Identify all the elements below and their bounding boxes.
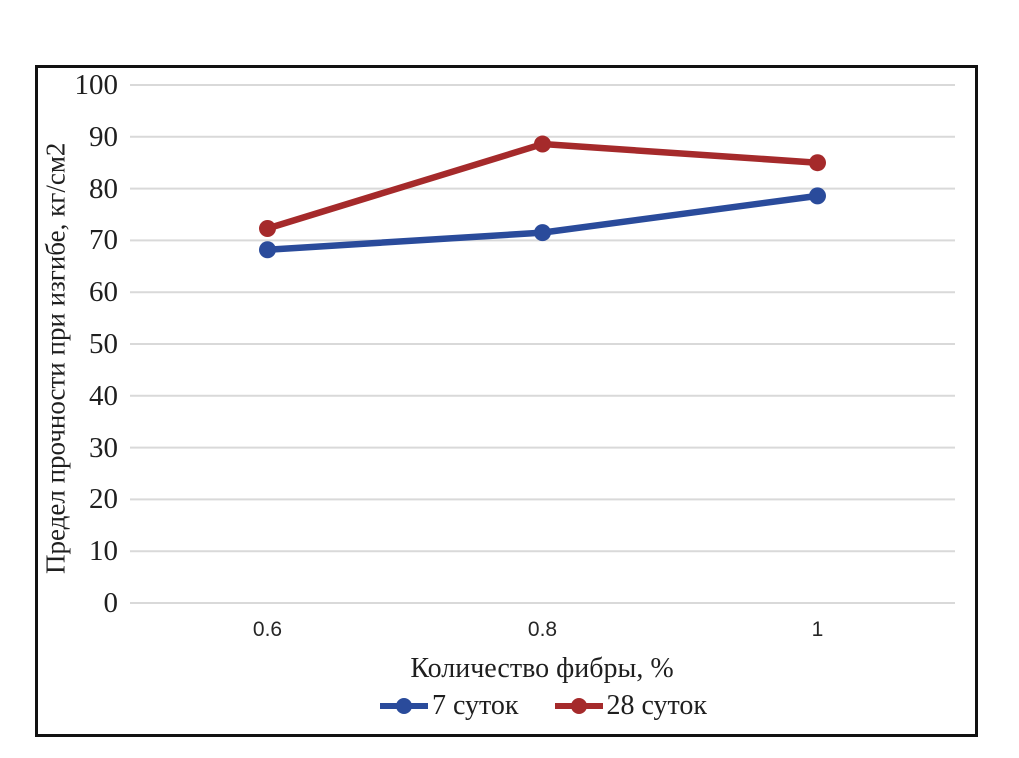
legend-label: 28 суток: [606, 690, 708, 721]
y-tick-label: 10: [89, 535, 118, 568]
y-tick-label: 100: [74, 69, 119, 101]
x-axis-title: Количество фибры, %: [410, 653, 674, 684]
y-tick-label: 70: [89, 224, 118, 257]
legend: 7 суток 28 суток: [130, 688, 955, 724]
y-tick-label: 50: [89, 328, 118, 360]
legend-item-1: 28 суток: [553, 690, 708, 721]
legend-label: 7 суток: [431, 690, 519, 721]
y-tick-label: 20: [89, 483, 118, 516]
legend-item-0: 7 суток: [378, 692, 519, 720]
x-tick-label: 0.8: [527, 618, 558, 641]
legend-marker-icon: [379, 698, 428, 714]
y-tick-label: 0: [103, 587, 119, 619]
x-tick-label: 0.6: [252, 618, 283, 641]
y-tick-label: 30: [89, 431, 118, 464]
y-tick-label: 60: [89, 276, 118, 309]
y-tick-label: 90: [89, 120, 118, 153]
y-tick-label: 40: [89, 379, 118, 412]
y-tick-label: 80: [89, 172, 118, 205]
y-axis-title: Предел прочности при изгибе, кг/см2: [40, 142, 71, 574]
legend-marker-icon: [554, 698, 603, 714]
x-tick-label: 1: [811, 618, 824, 641]
